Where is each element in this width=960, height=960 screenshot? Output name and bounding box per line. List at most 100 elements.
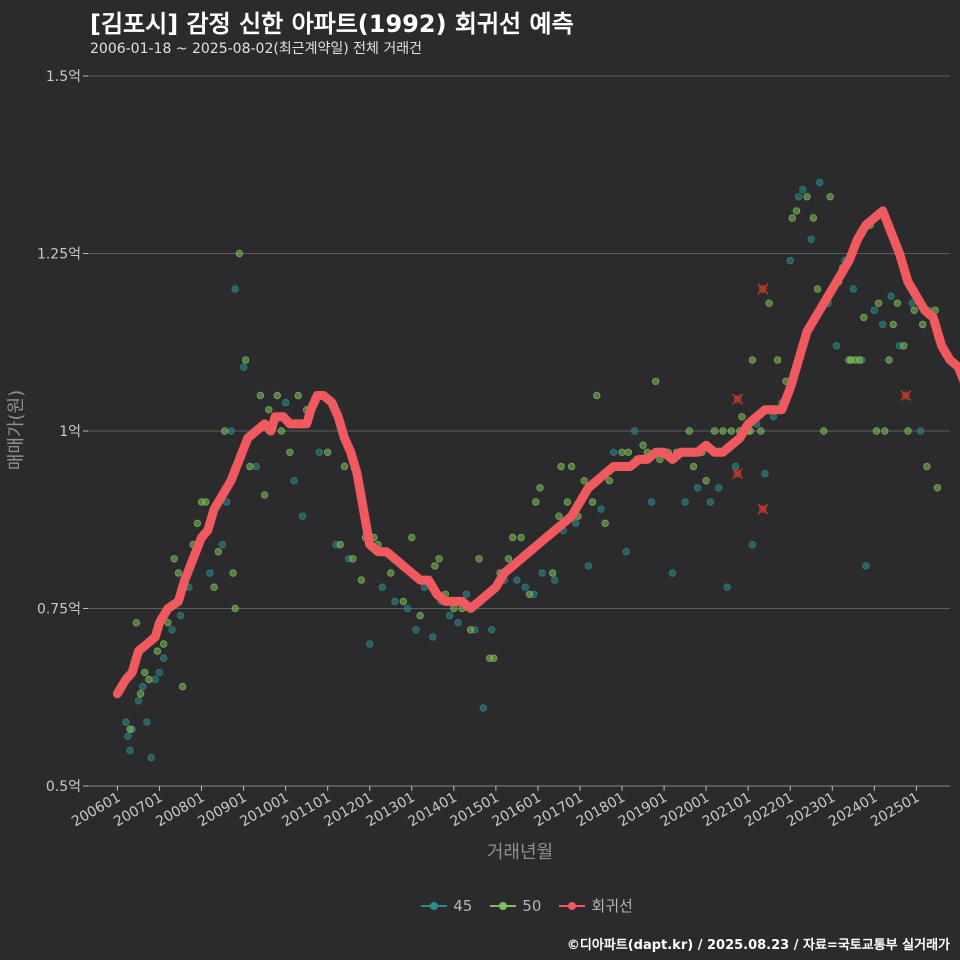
data-point-50: [387, 569, 395, 577]
data-point-50: [136, 690, 145, 698]
legend: 45 50 회귀선: [0, 895, 960, 916]
outlier-cross: [732, 468, 744, 480]
data-point-50: [618, 448, 626, 456]
data-point-45: [786, 256, 794, 265]
data-point-50: [508, 533, 517, 542]
data-point-50: [593, 391, 601, 400]
data-point-45: [694, 484, 702, 492]
legend-key-50: [490, 899, 517, 913]
legend-label-50: 50: [522, 896, 542, 915]
outlier-markers: [732, 283, 912, 515]
data-point-50: [757, 427, 765, 435]
data-point-45: [159, 654, 168, 662]
y-tick-label: 1.25억: [37, 247, 81, 263]
data-point-50: [416, 611, 424, 620]
data-point-50: [336, 540, 344, 549]
data-point-45: [155, 668, 164, 677]
data-point-50: [475, 555, 483, 563]
data-point-50: [340, 462, 349, 471]
legend-key-45: [421, 899, 448, 913]
legend-item-regression[interactable]: 회귀선: [559, 895, 633, 916]
data-point-45: [706, 498, 715, 506]
data-point-50: [639, 441, 647, 449]
data-point-50: [517, 533, 525, 542]
data-point-50: [241, 356, 250, 364]
data-point-50: [702, 477, 710, 485]
data-point-50: [881, 427, 889, 435]
data-point-50: [580, 477, 588, 485]
data-point-45: [748, 540, 757, 549]
data-point-50: [900, 342, 908, 350]
data-point-45: [723, 583, 731, 591]
data-point-50: [202, 498, 210, 506]
data-point-50: [904, 427, 912, 435]
data-point-50: [685, 427, 693, 435]
legend-label-45: 45: [453, 896, 473, 915]
legend-item-45[interactable]: 45: [421, 897, 472, 915]
data-point-50: [235, 249, 244, 258]
data-point-50: [450, 604, 458, 613]
data-point-50: [874, 299, 883, 307]
data-point-50: [532, 498, 540, 506]
data-point-50: [170, 555, 178, 563]
data-point-45: [879, 320, 887, 329]
data-point-50: [748, 356, 757, 364]
y-tick-label: 0.75억: [37, 602, 81, 618]
data-point-50: [260, 491, 269, 499]
data-point-50: [889, 320, 897, 329]
data-point-50: [178, 682, 187, 691]
data-point-45: [572, 519, 580, 527]
data-point-50: [536, 484, 544, 492]
data-point-45: [298, 512, 307, 520]
data-point-45: [218, 540, 227, 549]
outlier-cross: [900, 389, 912, 402]
outlier-cross: [757, 283, 769, 295]
data-point-45: [681, 498, 689, 506]
data-point-50: [435, 555, 443, 563]
data-point-45: [668, 569, 677, 577]
data-point-45: [239, 363, 248, 371]
data-point-45: [124, 732, 132, 740]
data-point-50: [286, 448, 294, 456]
data-point-45: [584, 562, 593, 570]
data-point-45: [151, 675, 159, 684]
data-point-50: [738, 413, 746, 421]
data-point-50: [826, 192, 834, 201]
data-point-45: [168, 626, 176, 634]
data-point-50: [792, 207, 801, 215]
regression-line-layer: [112, 206, 960, 699]
data-point-50: [601, 519, 609, 527]
data-point-45: [454, 619, 462, 627]
data-point-50: [651, 377, 660, 385]
x-axis-title: 거래년월: [487, 842, 553, 863]
data-point-50: [860, 313, 868, 322]
data-point-45: [832, 342, 841, 350]
data-point-50: [855, 356, 864, 364]
data-point-50: [466, 626, 475, 634]
data-point-45: [391, 597, 399, 606]
data-point-50: [710, 427, 719, 435]
data-point-50: [689, 462, 698, 471]
data-point-50: [132, 619, 141, 627]
data-point-50: [788, 214, 797, 222]
data-point-50: [174, 569, 183, 577]
data-point-50: [525, 590, 534, 598]
data-point-50: [893, 299, 902, 307]
data-point-45: [290, 477, 298, 485]
data-point-50: [277, 427, 286, 435]
data-point-45: [126, 746, 134, 755]
legend-label-regression: 회귀선: [591, 897, 633, 915]
data-point-50: [773, 356, 782, 364]
data-point-50: [294, 391, 302, 400]
data-point-45: [799, 185, 807, 194]
data-point-50: [126, 725, 134, 733]
y-tick-label: 1억: [59, 424, 81, 440]
data-point-45: [538, 569, 546, 577]
data-point-45: [609, 448, 618, 456]
y-axis-title: 매매가(원): [6, 390, 27, 470]
data-point-50: [820, 427, 828, 435]
data-point-50: [141, 668, 149, 677]
legend-item-50[interactable]: 50: [490, 897, 541, 915]
chart-title: [김포시] 감정 신한 아파트(1992) 회귀선 예측: [90, 10, 574, 38]
